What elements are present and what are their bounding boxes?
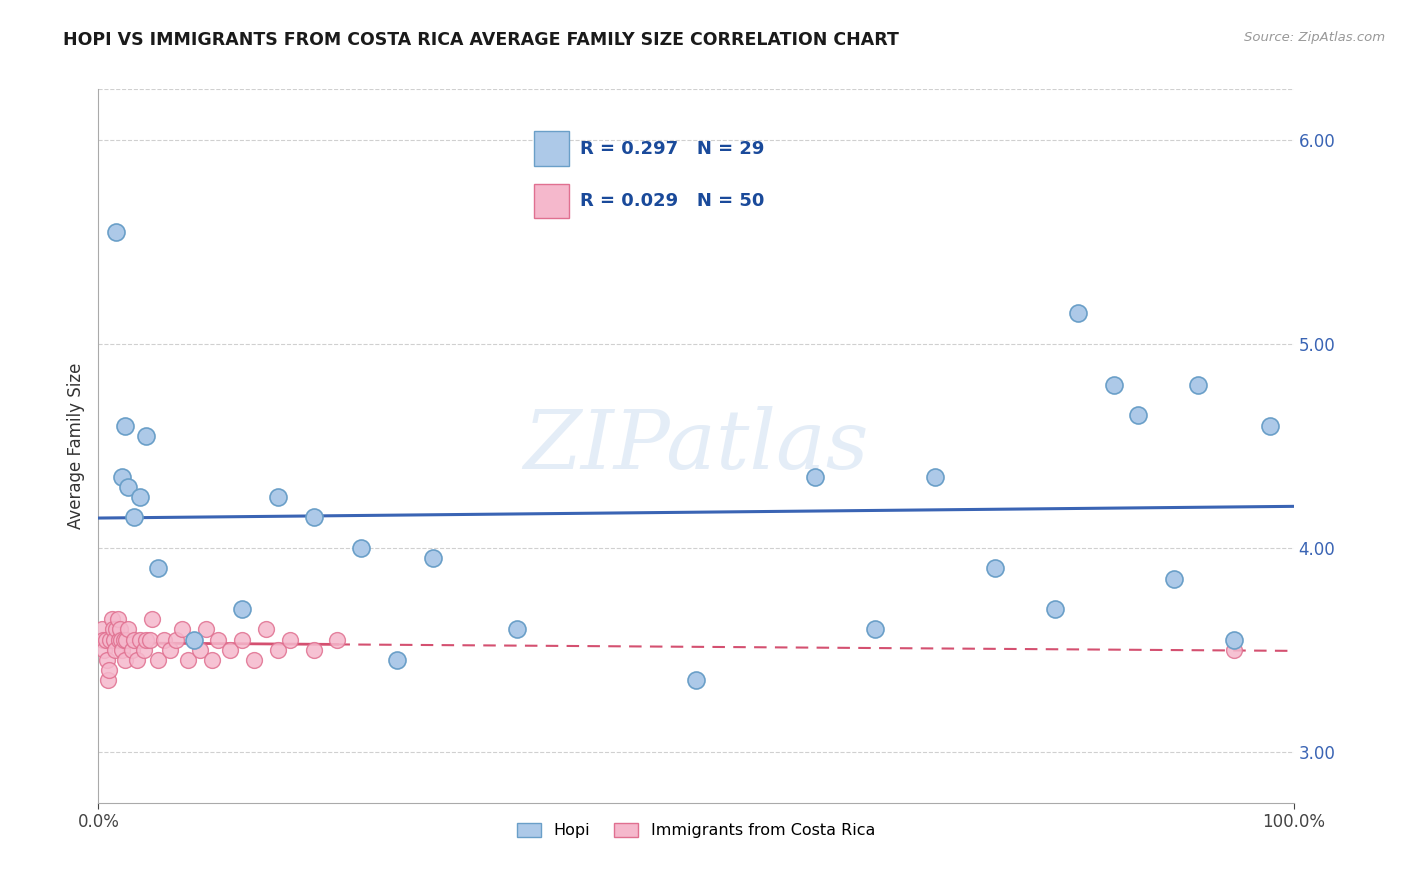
Point — [865, 623, 887, 637]
Point — [172, 623, 194, 637]
Point — [135, 429, 157, 443]
Point — [219, 643, 242, 657]
Point — [1128, 409, 1150, 423]
Point — [685, 673, 707, 688]
Point — [132, 643, 155, 657]
Point — [326, 632, 349, 647]
Point — [177, 653, 200, 667]
Point — [195, 623, 218, 637]
Point — [111, 643, 134, 657]
Point — [924, 469, 946, 483]
Point — [93, 643, 115, 657]
Point — [98, 632, 122, 647]
Point — [107, 612, 129, 626]
Point — [100, 612, 122, 626]
Point — [104, 643, 127, 657]
Point — [183, 632, 205, 647]
Point — [124, 510, 146, 524]
Point — [1223, 632, 1246, 647]
Point — [188, 643, 211, 657]
Point — [135, 632, 157, 647]
Point — [984, 561, 1007, 575]
Point — [115, 632, 138, 647]
Point — [98, 663, 121, 677]
Point — [385, 653, 409, 667]
Point — [1163, 572, 1185, 586]
Point — [117, 480, 139, 494]
Point — [207, 632, 229, 647]
Point — [148, 561, 170, 575]
Point — [506, 623, 529, 637]
Point — [302, 643, 325, 657]
Point — [97, 673, 120, 688]
Point — [159, 643, 181, 657]
Point — [125, 653, 148, 667]
Point — [103, 632, 125, 647]
Point — [267, 643, 290, 657]
Point — [129, 490, 152, 504]
Point — [111, 469, 134, 483]
Point — [350, 541, 373, 555]
Point — [1043, 602, 1066, 616]
Point — [117, 623, 139, 637]
Point — [108, 623, 131, 637]
Point — [183, 632, 205, 647]
Point — [422, 551, 444, 566]
Point — [105, 225, 128, 239]
Point — [254, 623, 277, 637]
Point — [124, 632, 146, 647]
Text: ZIPatlas: ZIPatlas — [523, 406, 869, 486]
Point — [112, 632, 135, 647]
Point — [165, 632, 187, 647]
Point — [243, 653, 266, 667]
Legend: Hopi, Immigrants from Costa Rica: Hopi, Immigrants from Costa Rica — [510, 816, 882, 845]
Point — [1258, 418, 1281, 433]
Point — [91, 632, 114, 647]
Point — [139, 632, 162, 647]
Point — [153, 632, 176, 647]
Point — [114, 418, 136, 433]
Point — [267, 490, 290, 504]
Point — [1067, 306, 1090, 320]
Point — [107, 632, 129, 647]
Point — [278, 632, 301, 647]
Point — [231, 602, 253, 616]
Point — [91, 623, 114, 637]
Point — [141, 612, 163, 626]
Point — [201, 653, 224, 667]
Point — [231, 632, 253, 647]
Point — [96, 653, 118, 667]
Point — [101, 623, 124, 637]
Point — [1187, 377, 1209, 392]
Point — [1104, 377, 1126, 392]
Point — [110, 632, 132, 647]
Point — [1223, 643, 1246, 657]
Point — [148, 653, 170, 667]
Point — [105, 623, 128, 637]
Point — [94, 632, 117, 647]
Point — [121, 643, 143, 657]
Y-axis label: Average Family Size: Average Family Size — [66, 363, 84, 529]
Point — [804, 469, 827, 483]
Text: Source: ZipAtlas.com: Source: ZipAtlas.com — [1244, 31, 1385, 45]
Point — [129, 632, 152, 647]
Point — [114, 653, 136, 667]
Point — [302, 510, 325, 524]
Text: HOPI VS IMMIGRANTS FROM COSTA RICA AVERAGE FAMILY SIZE CORRELATION CHART: HOPI VS IMMIGRANTS FROM COSTA RICA AVERA… — [63, 31, 900, 49]
